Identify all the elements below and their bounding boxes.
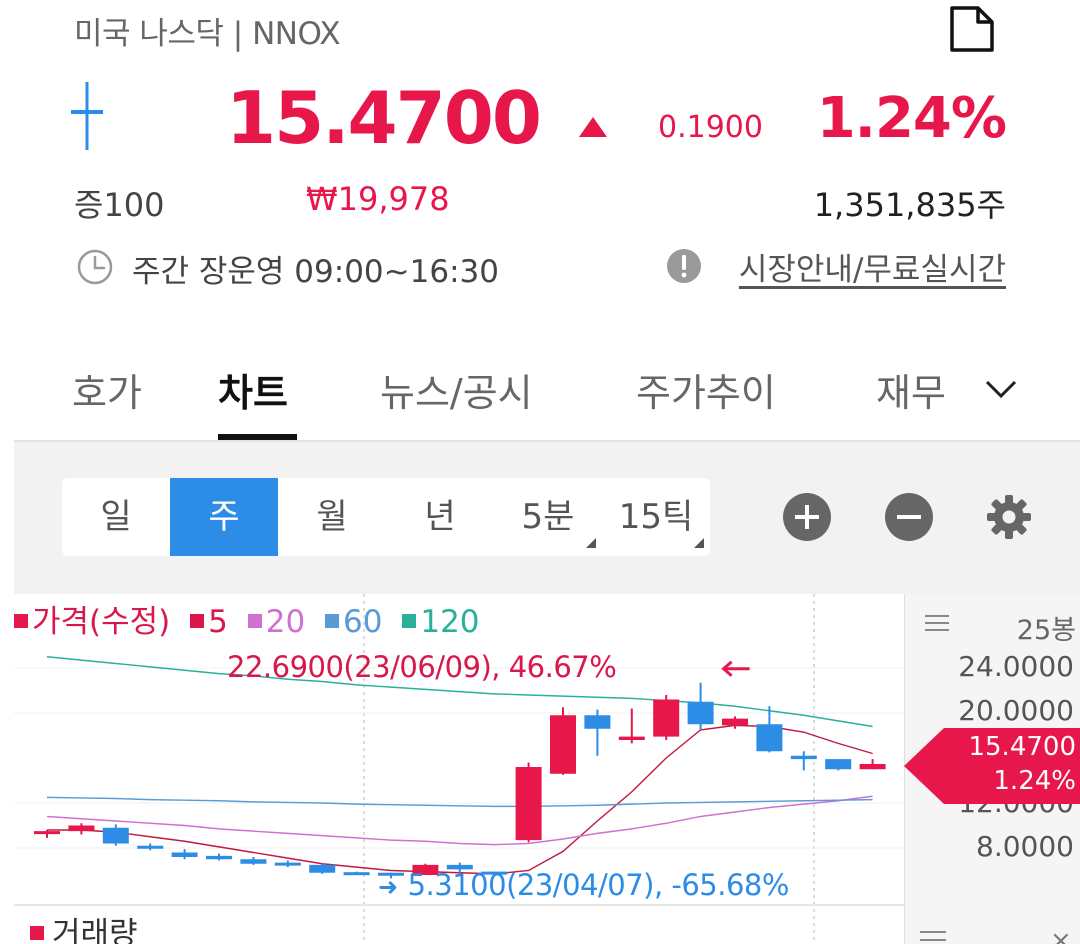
chart-toolbar: 일 주 월 년 5분 15틱 xyxy=(14,440,1080,594)
candle-body xyxy=(756,724,783,752)
tab-price-trend[interactable]: 주가추이 xyxy=(636,371,776,415)
candle-body xyxy=(618,736,645,740)
legend-ma120: 120 xyxy=(420,604,480,640)
candlestick-chart[interactable] xyxy=(14,594,904,944)
candle-body xyxy=(481,871,508,875)
gear-icon[interactable] xyxy=(984,492,1034,542)
mini-candle-icon xyxy=(71,82,103,150)
candle-body xyxy=(550,715,576,774)
candle-body xyxy=(584,715,611,729)
ma20-line xyxy=(46,795,873,846)
trade-volume: 1,351,835주 xyxy=(813,186,1006,224)
low-annotation: ➜ 5.3100(23/04/07), -65.68% xyxy=(378,868,819,902)
high-annotation: 22.6900(23/06/09), 46.67% xyxy=(227,650,617,684)
y-tick: 8.0000 xyxy=(976,830,1074,863)
low-annotation-text: 5.3100(23/04/07), -65.68% xyxy=(407,868,790,902)
tab-news[interactable]: 뉴스/공시 xyxy=(380,371,533,415)
price-tag-value: 15.4700 xyxy=(968,732,1076,762)
current-price-tag: 15.4700 1.24% xyxy=(904,728,1080,804)
tab-orderbook[interactable]: 호가 xyxy=(72,371,142,415)
market-hours: 주간 장운영 09:00~16:30 xyxy=(132,254,499,290)
candle-body xyxy=(446,864,473,870)
market-guide-link[interactable]: 시장안내/무료실시간 xyxy=(738,252,1006,288)
candle-body xyxy=(137,845,164,849)
current-price: 15.4700 xyxy=(226,76,542,160)
candle-body xyxy=(309,864,336,873)
candle-body xyxy=(722,718,748,726)
legend-swatch xyxy=(247,613,262,628)
price-change: 0.1900 xyxy=(658,110,763,145)
candle-body xyxy=(378,872,404,876)
candle-body xyxy=(240,859,267,864)
dropdown-corner-icon xyxy=(694,538,704,548)
exclamation-icon xyxy=(667,249,701,283)
chevron-down-icon[interactable] xyxy=(984,378,1018,400)
price-tag-rate: 1.24% xyxy=(993,766,1076,796)
candle-body xyxy=(859,763,886,770)
tab-chart[interactable]: 차트 xyxy=(218,371,288,415)
period-minute[interactable]: 5분 xyxy=(494,478,602,556)
chart-legend: 가격(수정) 5 20 60 120 xyxy=(14,596,484,641)
panel-divider xyxy=(14,904,904,906)
period-day[interactable]: 일 xyxy=(100,497,132,537)
page-title: 미국 나스닥 | NNOX xyxy=(74,16,341,52)
legend-swatch xyxy=(14,613,28,628)
zoom-out-icon[interactable] xyxy=(884,492,934,542)
candle-body xyxy=(102,827,129,844)
candle-body xyxy=(206,855,232,860)
tab-financials[interactable]: 재무 xyxy=(876,371,946,415)
legend-swatch xyxy=(402,613,417,628)
price-tag-shape xyxy=(904,728,1080,804)
candle-body xyxy=(653,699,680,737)
candle-body xyxy=(825,759,852,770)
volume-panel-title: 거래량 xyxy=(30,908,138,944)
menu-icon[interactable] xyxy=(925,614,949,632)
dropdown-corner-icon xyxy=(586,538,596,548)
arrow-right-icon: ➜ xyxy=(378,873,398,901)
bar-count: 25봉 xyxy=(1016,615,1076,646)
legend-swatch xyxy=(190,613,205,628)
candle-body xyxy=(68,825,95,832)
ma120-line xyxy=(46,656,873,728)
y-tick: 20.0000 xyxy=(958,694,1074,727)
menu-icon[interactable] xyxy=(920,930,946,944)
price-chart[interactable] xyxy=(14,594,1080,944)
candle-body xyxy=(171,852,198,857)
period-tick[interactable]: 15틱 xyxy=(602,478,710,556)
period-week[interactable]: 주 xyxy=(170,478,278,556)
ma60-line xyxy=(46,796,873,808)
legend-swatch xyxy=(325,613,340,628)
period-selector: 일 주 월 년 5분 15틱 xyxy=(62,478,710,556)
period-month[interactable]: 월 xyxy=(316,497,348,537)
triangle-up-icon xyxy=(579,117,607,137)
candle-body xyxy=(412,864,439,875)
legend-swatch xyxy=(30,925,44,940)
close-icon[interactable]: × xyxy=(1050,926,1072,944)
legend-ma5: 5 xyxy=(208,604,228,640)
candle-body xyxy=(687,701,714,725)
candle-body xyxy=(515,767,542,841)
period-year[interactable]: 년 xyxy=(424,497,456,537)
candle-body xyxy=(790,755,817,760)
active-tab-indicator xyxy=(218,434,297,440)
krw-price: ₩19,978 xyxy=(306,180,450,218)
legend-ma60: 60 xyxy=(343,604,383,640)
arrow-left-icon xyxy=(721,660,733,677)
document-icon[interactable] xyxy=(948,4,996,54)
candle-body xyxy=(274,862,301,866)
change-rate: 1.24% xyxy=(816,86,1007,151)
zoom-in-icon[interactable] xyxy=(782,492,832,542)
margin-rate: 증100 xyxy=(74,186,165,224)
legend-price: 가격(수정) xyxy=(32,604,171,640)
y-tick: 24.0000 xyxy=(958,650,1074,683)
tab-bar: 호가 차트 뉴스/공시 주가추이 재무 xyxy=(0,356,1080,440)
candle-body xyxy=(343,872,370,876)
clock-icon xyxy=(77,249,113,285)
legend-ma20: 20 xyxy=(265,604,306,640)
candle-body xyxy=(34,831,60,835)
